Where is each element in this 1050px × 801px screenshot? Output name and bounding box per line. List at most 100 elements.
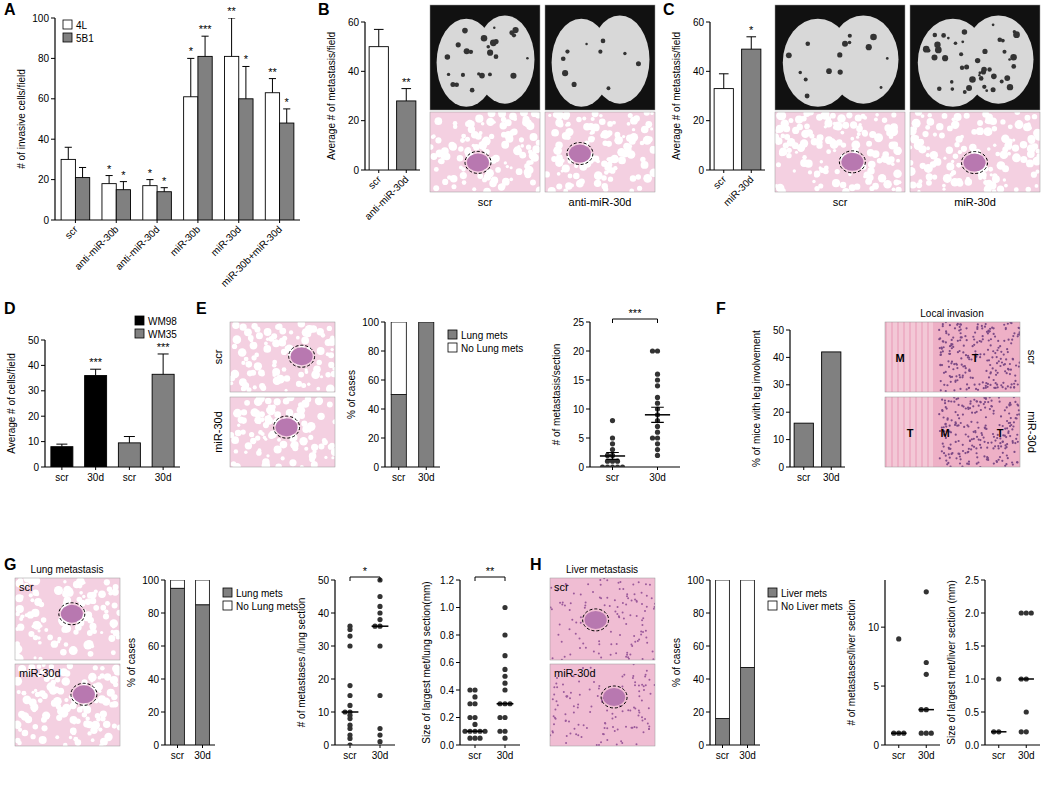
alveolus [645, 121, 652, 128]
nucleus [949, 375, 951, 377]
alveolus [259, 411, 265, 417]
alveolus [241, 430, 246, 435]
nodule [848, 41, 852, 45]
alveolus [311, 370, 320, 379]
alveolus [29, 699, 32, 702]
nucleus [617, 729, 619, 731]
nucleus [955, 375, 957, 377]
alveolus [98, 695, 106, 703]
nucleus [641, 720, 643, 722]
alveolus [1025, 115, 1031, 121]
nucleus [993, 379, 995, 381]
alveolus [531, 112, 537, 117]
nodule [966, 85, 972, 91]
nucleus [1012, 463, 1014, 465]
nodule [487, 50, 493, 56]
nucleus [997, 347, 999, 349]
nucleus [566, 735, 568, 737]
nucleus [949, 448, 951, 450]
nucleus [954, 327, 956, 329]
significance: * [121, 169, 126, 181]
alveolus [910, 181, 916, 188]
alveolus [951, 160, 954, 163]
nucleus [985, 385, 987, 387]
nucleus [960, 324, 962, 326]
alveolus [891, 112, 896, 117]
alveolus [530, 133, 538, 141]
nucleus [949, 353, 951, 355]
nodule [987, 67, 991, 71]
panel-letter: A [4, 1, 16, 18]
nucleus [584, 607, 586, 609]
alveolus [952, 117, 956, 121]
alveolus [1012, 153, 1021, 162]
nucleus [942, 350, 944, 352]
alveolus [960, 135, 964, 139]
nucleus [645, 636, 647, 638]
tumor-focus [291, 347, 313, 365]
alveolus [918, 145, 926, 153]
nucleus [944, 399, 946, 401]
nucleus [969, 440, 971, 442]
alveolus [942, 113, 948, 119]
nucleus [1016, 461, 1018, 463]
alveolus [599, 114, 603, 118]
nucleus [966, 424, 968, 426]
image-pane [15, 664, 120, 746]
alveolus [886, 130, 893, 137]
nucleus [557, 634, 559, 636]
nucleus [943, 372, 945, 374]
alveolus [64, 698, 68, 702]
nucleus [999, 365, 1001, 367]
alveolus [260, 417, 265, 422]
alveolus [881, 155, 889, 163]
alveolus [104, 609, 108, 613]
alveolus [475, 115, 483, 123]
nucleus [1007, 385, 1009, 387]
nucleus [580, 616, 582, 618]
nucleus [606, 597, 608, 599]
alveolus [316, 387, 320, 391]
nodule [951, 87, 955, 91]
alveolus [266, 454, 269, 457]
alveolus [555, 112, 564, 119]
nodule [805, 94, 810, 99]
nucleus [622, 612, 624, 614]
alveolus [113, 584, 119, 590]
nodule [450, 82, 455, 87]
nucleus [941, 410, 943, 412]
alveolus [458, 146, 463, 151]
y-axis [54, 18, 55, 220]
pane-border [545, 5, 655, 110]
nucleus [948, 453, 950, 455]
alveolus [910, 160, 913, 166]
alveolus [320, 375, 323, 378]
bar [102, 184, 116, 220]
nucleus [652, 651, 654, 653]
nucleus [946, 419, 948, 421]
bar [157, 192, 171, 220]
nucleus [1015, 417, 1017, 419]
alveolus [472, 187, 476, 191]
alveolus [992, 189, 997, 192]
alveolus [231, 436, 239, 444]
alveolus [83, 721, 90, 728]
nucleus [963, 426, 965, 428]
alveolus [433, 185, 439, 191]
alveolus [591, 137, 595, 141]
tumor-focus [964, 154, 986, 172]
nodule [510, 73, 516, 79]
nucleus [571, 619, 573, 621]
nucleus [952, 368, 954, 370]
alveolus [38, 698, 43, 703]
muscle-fiber [905, 322, 909, 392]
alveolus [993, 144, 996, 147]
nodule [991, 73, 997, 79]
nucleus [1012, 358, 1014, 360]
muscle-fiber [923, 397, 927, 467]
nodule [470, 88, 475, 93]
nucleus [979, 353, 981, 355]
alveolus [566, 122, 571, 127]
nucleus [994, 439, 996, 441]
alveolus [557, 172, 561, 176]
